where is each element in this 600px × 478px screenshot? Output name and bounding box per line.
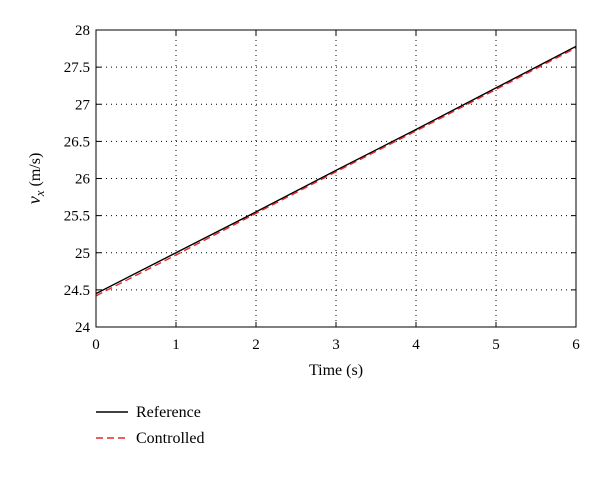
y-axis-label-units: (m/s)	[27, 153, 44, 187]
x-axis-label: Time (s)	[309, 362, 363, 379]
y-tick-label: 26.5	[64, 134, 90, 150]
x-tick-label: 2	[252, 337, 260, 353]
y-tick-label: 27.5	[64, 60, 90, 76]
series-layer	[95, 45, 577, 297]
legend-label: Controlled	[136, 430, 204, 447]
series-line-controlled	[95, 47, 577, 297]
legend: Reference Controlled	[96, 404, 204, 447]
y-axis-label: vx (m/s)	[24, 153, 47, 205]
y-tick-label: 25.5	[64, 209, 90, 225]
x-tick-label: 1	[172, 337, 180, 353]
x-tick-label: 4	[412, 337, 420, 353]
x-tick-label: 5	[492, 337, 500, 353]
y-tick-label: 27	[75, 97, 91, 113]
x-tick-label: 6	[572, 337, 580, 353]
grid	[96, 30, 576, 327]
x-tick-label: 0	[92, 337, 100, 353]
y-axis-label-main: v	[24, 196, 44, 204]
y-tick-label: 25	[75, 246, 90, 262]
y-tick-label: 24	[75, 320, 91, 336]
y-axis-label-subscript: x	[32, 190, 47, 197]
ticks: 0 1 2 3 4 5 6 24 24.5 25 25.5 26 26.5 27 27.5 28	[64, 23, 581, 353]
y-tick-label: 26	[75, 172, 91, 188]
legend-label: Reference	[136, 404, 201, 421]
y-tick-label: 28	[75, 23, 90, 39]
legend-item-controlled: Controlled	[96, 430, 204, 447]
y-tick-label: 24.5	[64, 283, 90, 299]
legend-item-reference: Reference	[96, 404, 201, 421]
series-line-reference	[95, 45, 577, 295]
x-tick-label: 3	[332, 337, 340, 353]
